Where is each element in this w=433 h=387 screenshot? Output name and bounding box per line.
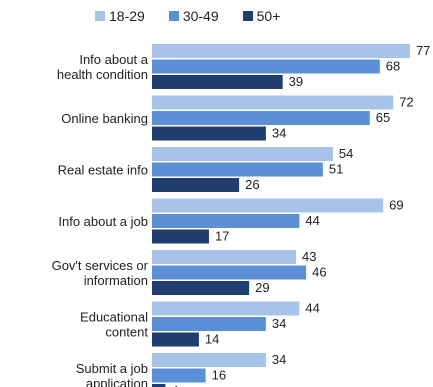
data-label: 69 [389, 198, 403, 213]
data-label: 17 [215, 229, 229, 244]
data-label: 34 [272, 126, 286, 141]
bar [152, 353, 266, 367]
bar [152, 250, 297, 264]
data-label: 44 [305, 301, 319, 316]
bar [152, 332, 199, 347]
legend-label-50-plus: 50+ [256, 8, 281, 24]
data-label: 4 [171, 383, 178, 387]
legend: 18-29 30-49 50+ [95, 8, 280, 24]
data-label: 65 [376, 110, 390, 125]
data-label: 43 [302, 249, 316, 264]
category-label: Submit a job [76, 361, 148, 376]
bar [152, 281, 250, 295]
legend-swatch-30-49 [168, 11, 179, 21]
bar [152, 126, 266, 141]
bar [152, 162, 323, 177]
bar [152, 198, 384, 213]
bar [152, 265, 307, 280]
category-label: health condition [57, 67, 148, 82]
data-label: 68 [386, 59, 400, 74]
data-label: 34 [272, 352, 286, 367]
category-label: Info about a job [58, 214, 148, 229]
data-label: 39 [289, 74, 303, 89]
bar [152, 95, 394, 110]
legend-label-30-49: 30-49 [182, 8, 219, 24]
data-label: 46 [312, 265, 326, 280]
bar [152, 214, 300, 228]
bar [152, 384, 166, 387]
legend-swatch-50-plus [242, 11, 253, 21]
category-label: content [105, 325, 148, 340]
legend-item-50-plus: 50+ [242, 8, 281, 24]
data-label: 54 [339, 146, 353, 161]
data-label: 16 [212, 368, 226, 383]
category-label: application [86, 376, 148, 387]
category-label: Educational [80, 310, 148, 325]
bar [152, 317, 266, 331]
data-label: 44 [305, 213, 319, 228]
data-label: 72 [399, 95, 413, 110]
bar [152, 75, 283, 89]
category-label: Gov't services or [52, 258, 149, 273]
legend-item-30-49: 30-49 [168, 8, 219, 24]
bar [152, 368, 206, 383]
data-label: 14 [205, 332, 219, 347]
category-label: Online banking [61, 111, 148, 126]
category-label: information [84, 273, 148, 288]
category-label: Info about a [79, 52, 148, 67]
bar [152, 59, 380, 74]
bar [152, 44, 410, 58]
data-label: 29 [255, 280, 269, 295]
data-label: 77 [416, 43, 430, 58]
legend-item-18-29: 18-29 [95, 8, 145, 24]
legend-label-18-29: 18-29 [109, 8, 145, 24]
bar [152, 301, 300, 316]
bar [152, 147, 333, 161]
data-label: 51 [329, 162, 343, 177]
bar [152, 111, 370, 125]
category-label: Real estate info [58, 163, 148, 178]
data-label: 34 [272, 316, 286, 331]
bar [152, 178, 240, 192]
legend-swatch-18-29 [95, 11, 105, 21]
data-label: 26 [245, 177, 259, 192]
bar [152, 229, 209, 244]
